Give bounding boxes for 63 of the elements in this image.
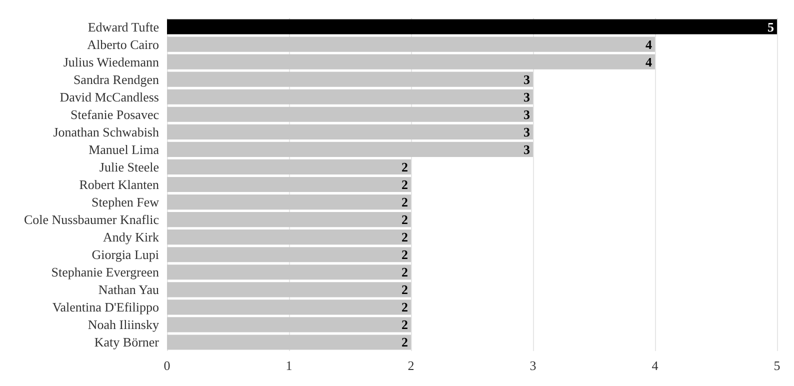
bar (167, 36, 655, 52)
data-label: 3 (524, 124, 530, 140)
x-tick-label: 2 (408, 358, 414, 373)
y-tick-label: Giorgia Lupi (92, 247, 160, 262)
y-tick-label: Julie Steele (99, 159, 160, 174)
y-tick-label: Stephanie Evergreen (51, 264, 160, 280)
data-label: 2 (402, 300, 408, 315)
y-tick-label: Katy Börner (94, 334, 160, 350)
bar (167, 89, 533, 104)
bar (167, 334, 411, 350)
bar (167, 264, 411, 280)
y-tick-label: Cole Nussbaumer Knaflic (24, 212, 160, 228)
bar (167, 19, 777, 34)
data-label: 2 (402, 334, 408, 350)
y-tick-label: Jonathan Schwabish (53, 124, 160, 140)
x-tick-label: 1 (286, 358, 292, 373)
y-tick-label: Stephen Few (91, 194, 160, 210)
bar (167, 106, 533, 122)
data-label: 3 (524, 106, 530, 122)
x-tick-label: 0 (164, 358, 170, 373)
data-label: 3 (524, 72, 530, 87)
data-label: 4 (646, 36, 652, 52)
y-tick-label: Noah Iliinsky (88, 317, 160, 332)
y-tick-label: Alberto Cairo (87, 36, 159, 52)
bar (167, 317, 411, 332)
x-tick-label: 4 (652, 358, 659, 373)
y-tick-label: Sandra Rendgen (73, 72, 160, 87)
y-tick-label: Manuel Lima (88, 142, 160, 157)
data-label: 2 (402, 247, 408, 262)
data-label: 2 (402, 282, 408, 298)
data-label: 2 (402, 159, 408, 174)
data-label: 2 (402, 230, 408, 245)
bar (167, 124, 533, 140)
y-tick-label: Robert Klanten (79, 177, 160, 192)
data-label: 2 (402, 317, 408, 332)
y-tick-label: Julius Wiedemann (63, 54, 160, 70)
x-tick-label: 5 (774, 358, 780, 373)
data-label: 3 (524, 89, 530, 104)
data-label: 3 (524, 142, 530, 157)
bar (167, 54, 655, 70)
data-label: 2 (402, 194, 408, 210)
bar (167, 159, 411, 175)
bar (167, 230, 411, 245)
data-label: 2 (402, 212, 408, 228)
bar (167, 176, 411, 192)
y-tick-label: Valentina D'Efilippo (52, 300, 159, 315)
y-tick-label: David McCandless (60, 89, 159, 104)
y-tick-label: Edward Tufte (88, 19, 160, 34)
y-tick-label: Nathan Yau (98, 282, 160, 298)
y-tick-label: Andy Kirk (103, 230, 160, 245)
bar (167, 194, 411, 210)
data-label: 2 (402, 264, 408, 280)
bar (167, 142, 533, 157)
data-label: 2 (402, 177, 408, 192)
data-label: 4 (646, 54, 652, 70)
y-tick-label: Stefanie Posavec (70, 106, 160, 122)
bar (167, 300, 411, 315)
x-tick-label: 3 (530, 358, 536, 373)
bar (167, 72, 533, 87)
bar (167, 247, 411, 262)
bar (167, 212, 411, 228)
bar (167, 282, 411, 298)
data-label: 5 (768, 19, 774, 34)
